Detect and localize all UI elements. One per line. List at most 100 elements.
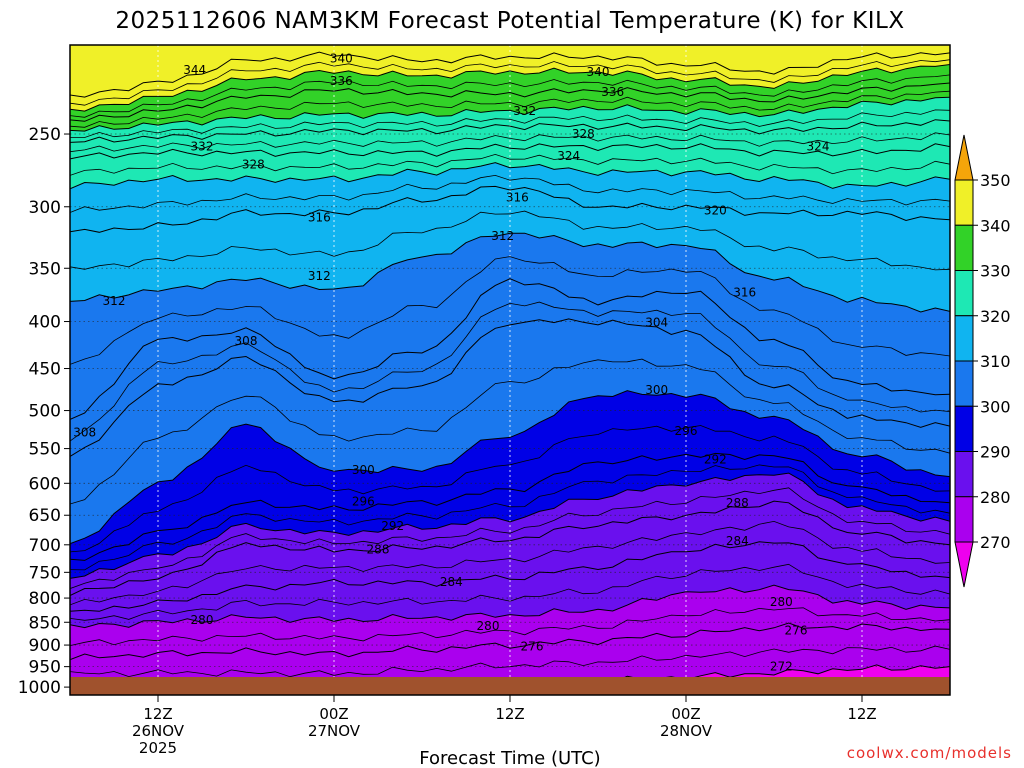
colorbar-tick-label: 290 — [980, 443, 1011, 462]
colorbar-box — [954, 451, 974, 498]
x-tick-label: 12Z — [495, 705, 524, 723]
colorbar-box — [954, 270, 974, 317]
contour-label: 292 — [704, 452, 727, 466]
contour-label: 312 — [103, 294, 126, 308]
y-tick-label: 900 — [29, 636, 61, 656]
colorbar-tick-label: 300 — [980, 397, 1011, 416]
gridlines — [70, 45, 950, 695]
x-tick-label: 28NOV — [660, 722, 713, 740]
y-tick-label: 700 — [29, 536, 61, 556]
y-tick-label: 250 — [29, 125, 61, 145]
contour-label: 280 — [191, 613, 214, 627]
y-tick-label: 300 — [29, 198, 61, 218]
x-tick-label: 00Z — [671, 705, 700, 723]
contour-minor — [70, 425, 950, 553]
colorbar-tick-label: 330 — [980, 262, 1011, 281]
contour-minor — [70, 132, 950, 153]
ground-strip — [70, 677, 950, 695]
x-tick-label: 27NOV — [308, 722, 361, 740]
colorbar-tick-label: 310 — [980, 352, 1011, 371]
colorbar: 350 340 330 320 310 300 290 280 270 — [954, 134, 1011, 588]
contour-theta_292_at_hpa — [70, 472, 950, 579]
contour-label: 316 — [506, 190, 529, 204]
contour-label: 292 — [381, 519, 404, 533]
contour-label: 324 — [557, 149, 580, 163]
contour-minor — [70, 109, 950, 138]
contour-label: 332 — [513, 104, 536, 118]
contour-label: 288 — [367, 542, 390, 556]
contour-label: 276 — [785, 624, 808, 638]
contour-minor — [70, 358, 950, 505]
contour-theta_296_at_hpa — [70, 452, 950, 561]
contour-minor — [70, 256, 950, 365]
x-tick-label: 2025 — [139, 739, 177, 757]
contour-lines — [70, 51, 950, 695]
contour-theta_276_at_hpa — [70, 622, 950, 661]
contour-label: 328 — [242, 158, 265, 172]
plot-area: 344 340 336 340 336 332 328 324 332 328 324 316 316 3… — [70, 45, 950, 695]
contour-minor — [70, 487, 950, 589]
y-tick-label: 950 — [29, 658, 61, 678]
contour-theta_340_at_hpa — [70, 64, 950, 112]
y-tick-label: 650 — [29, 506, 61, 526]
contour-label: 296 — [675, 424, 698, 438]
contour-fills — [70, 45, 950, 695]
y-tick-label: 450 — [29, 360, 61, 380]
contour-label: 272 — [770, 660, 793, 674]
colorbar-tick-label: 280 — [980, 488, 1011, 507]
y-tick-label: 800 — [29, 589, 61, 609]
contour-theta_332_at_hpa — [70, 96, 950, 132]
contour-minor — [70, 464, 950, 571]
contour-label: 328 — [572, 127, 595, 141]
contour-label: 316 — [733, 286, 756, 300]
contour-label: 308 — [235, 334, 258, 348]
contour-label: 336 — [330, 74, 353, 88]
contour-theta_324_at_hpa — [70, 143, 950, 160]
contour-theta_320_at_hpa — [70, 162, 950, 190]
contour-minor — [70, 301, 950, 442]
contour-minor — [70, 645, 950, 678]
contour-minor — [70, 153, 950, 176]
contour-label: 332 — [191, 140, 214, 154]
y-tick-label: 1000 — [18, 678, 61, 698]
x-tick-label: 00Z — [319, 705, 348, 723]
contour-minor — [70, 210, 950, 271]
y-tick-label: 350 — [29, 259, 61, 279]
colorbar-max-triangle — [954, 134, 974, 181]
colorbar-box — [954, 496, 974, 543]
credit-link[interactable]: coolwx.com/models — [847, 744, 1012, 762]
y-tick-label: 500 — [29, 402, 61, 422]
contour-label: 340 — [330, 52, 353, 66]
y-tick-label: 850 — [29, 613, 61, 633]
contour-minor — [70, 59, 950, 106]
contour-labels: 344 340 336 340 336 332 328 324 332 328 324 316 316 3… — [73, 52, 829, 674]
contour-label: 300 — [352, 463, 375, 477]
colorbar-box — [954, 315, 974, 362]
contour-theta_304_at_hpa — [70, 318, 950, 457]
contour-theta_288_at_hpa — [70, 500, 950, 596]
chart-title: 2025112606 NAM3KM Forecast Potential Tem… — [115, 8, 904, 34]
fill-above-344 — [70, 45, 950, 98]
x-tick-label: 26NOV — [132, 722, 185, 740]
contour-theta_308_at_hpa — [70, 278, 950, 420]
contour-theta_300_at_hpa — [70, 390, 950, 545]
contour-theta_284_at_hpa — [70, 541, 950, 612]
x-tick-label: 12Z — [143, 705, 172, 723]
contour-label: 312 — [491, 229, 514, 243]
colorbar-tick-label: 340 — [980, 216, 1011, 235]
y-tick-label: 550 — [29, 440, 61, 460]
colorbar-tick-label: 270 — [980, 533, 1011, 552]
colorbar-box — [954, 360, 974, 407]
contour-theta_344_at_hpa — [70, 51, 950, 98]
contour-label: 316 — [308, 210, 331, 224]
x-axis-label: Forecast Time (UTC) — [419, 748, 600, 768]
contour-label: 324 — [807, 140, 830, 154]
colorbar-box — [954, 405, 974, 452]
y-tick-label: 600 — [29, 474, 61, 494]
contour-label: 320 — [704, 204, 727, 218]
contour-label: 276 — [521, 639, 544, 653]
contour-minor — [70, 174, 950, 213]
contour-theta_280_at_hpa — [70, 584, 950, 629]
y-tick-label: 400 — [29, 313, 61, 333]
